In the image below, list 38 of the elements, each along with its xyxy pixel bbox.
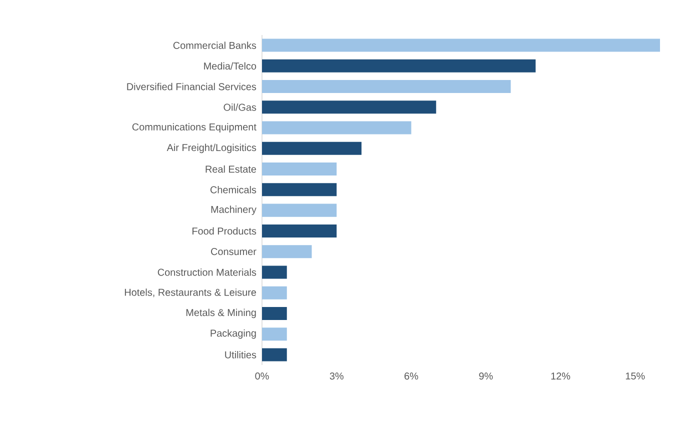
- y-tick-label: Oil/Gas: [224, 104, 256, 111]
- y-tick-label: Commercial Banks: [173, 42, 256, 49]
- y-tick-label: Chemicals: [210, 186, 256, 194]
- x-tick-label: 3%: [330, 372, 344, 380]
- x-tick-label: 0%: [255, 372, 269, 380]
- y-tick-label: Metals & Mining: [186, 308, 256, 318]
- bar: [262, 162, 337, 176]
- y-tick-label: Packaging: [210, 329, 256, 339]
- bar: [262, 266, 287, 279]
- bar: [262, 183, 337, 196]
- y-tick-label: Real Estate: [206, 165, 256, 173]
- x-tick-label: 9%: [479, 372, 493, 380]
- x-tick-label: 12%: [551, 372, 570, 380]
- bar: [262, 328, 287, 341]
- bar: [262, 59, 536, 72]
- y-tick-label: Construction Materials: [158, 268, 256, 276]
- bar: [262, 224, 337, 238]
- x-tick-label: 15%: [626, 372, 645, 380]
- y-tick-label: Media/Telco: [204, 62, 256, 70]
- y-tick-label: Machinery: [211, 206, 256, 215]
- y-tick-label: Communications Equipment: [132, 123, 256, 132]
- bar: [262, 80, 511, 94]
- bar: [262, 100, 436, 114]
- y-tick-label: Air Freight/Logisitics: [166, 144, 256, 154]
- y-tick-label: Diversified Financial Services: [127, 82, 256, 90]
- bar: [262, 306, 287, 320]
- bar: [262, 121, 412, 134]
- bar: [262, 142, 362, 155]
- bar: [262, 38, 660, 52]
- bar: [262, 204, 337, 217]
- y-tick-label: Consumer: [211, 248, 256, 256]
- x-tick-label: 6%: [404, 372, 418, 380]
- y-tick-label: Hotels, Restaurants & Leisure: [124, 288, 256, 298]
- bar: [262, 245, 312, 258]
- y-tick-label: Utilities: [225, 351, 256, 358]
- y-tick-label: Food Products: [192, 227, 256, 235]
- bar: [262, 348, 287, 362]
- bar: [262, 286, 287, 300]
